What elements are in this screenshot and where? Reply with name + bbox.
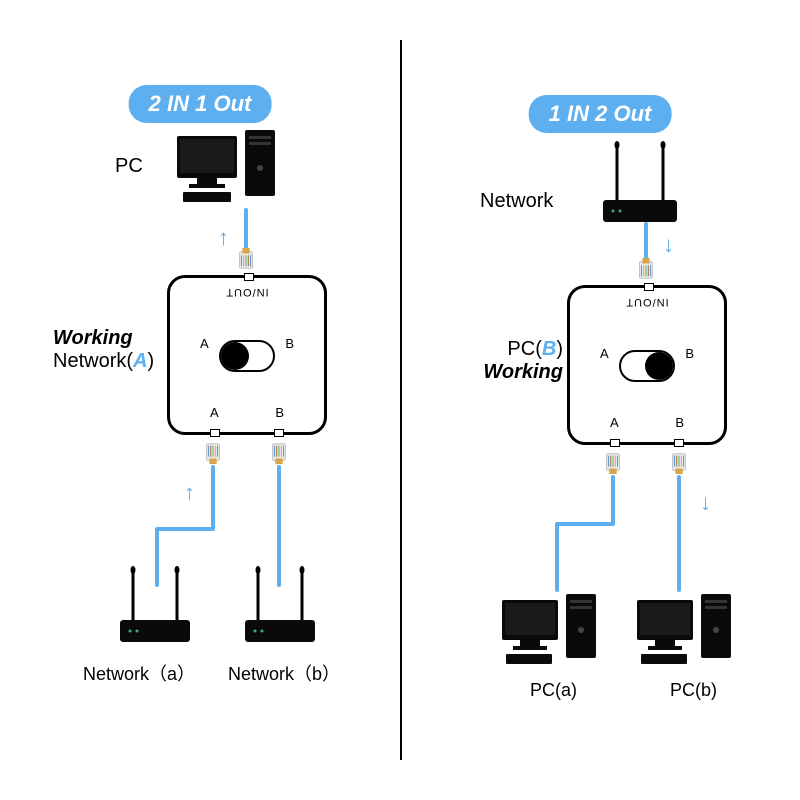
switch-toggle[interactable]: [619, 350, 675, 382]
port-bot-b: [274, 429, 284, 437]
switch-box-left: IN/OUT A B A B: [167, 275, 327, 435]
cable-bot-a-horiz: [156, 527, 215, 531]
switch-knob: [645, 352, 673, 380]
cable-bot-a-vert: [611, 475, 615, 525]
rj45-connector-icon: [205, 442, 221, 464]
router-icon: [115, 565, 195, 650]
working-word: Working: [53, 327, 133, 349]
switch-b-top: B: [685, 346, 694, 361]
right-pc-b-label: PC(b): [670, 680, 717, 701]
right-top-device-label: Network: [480, 190, 553, 213]
working-word: Working: [483, 361, 563, 383]
switch-b-bot: B: [275, 405, 284, 420]
computer-icon: [175, 128, 285, 208]
rj45-connector-icon: [638, 258, 654, 280]
right-title-badge: 1 IN 2 Out: [529, 95, 672, 133]
switch-knob: [221, 342, 249, 370]
network-word: Network(: [53, 350, 133, 372]
computer-icon: [635, 592, 745, 672]
left-top-device-label: PC: [115, 155, 143, 178]
switch-a-bot: A: [610, 415, 619, 430]
switch-box-right: IN/OUT A B A B: [567, 285, 727, 445]
pc-em: B: [542, 338, 556, 360]
router-icon: [240, 565, 320, 650]
switch-toggle[interactable]: [219, 340, 275, 372]
port-bot-b: [674, 439, 684, 447]
right-working-label: PC(B) Working: [468, 338, 563, 384]
cable-bot-a-vert2: [555, 522, 559, 592]
right-panel: 1 IN 2 Out Network ↓ PC(B) Working: [400, 0, 800, 800]
router-icon: [595, 140, 685, 230]
port-bot-a: [210, 429, 220, 437]
computer-icon: [500, 592, 610, 672]
cable-bot-a-horiz: [556, 522, 615, 526]
arrow-up-icon: ↑: [184, 480, 195, 506]
cable-bot-b: [677, 475, 681, 592]
rj45-connector-icon: [605, 452, 621, 474]
cable-bot-a-vert: [211, 465, 215, 530]
arrow-down-icon: ↓: [700, 490, 711, 516]
switch-a-top: A: [200, 336, 209, 351]
port-top: [244, 273, 254, 281]
arrow-up-icon: ↑: [218, 225, 229, 251]
network-em: A: [133, 350, 147, 372]
arrow-down-icon: ↓: [663, 232, 674, 258]
port-bot-a: [610, 439, 620, 447]
rj45-connector-icon: [271, 442, 287, 464]
switch-inout-label: IN/OUT: [225, 286, 268, 298]
network-close: ): [147, 350, 154, 372]
right-pc-a-label: PC(a): [530, 680, 577, 701]
switch-a-top: A: [600, 346, 609, 361]
switch-b-bot: B: [675, 415, 684, 430]
port-top: [644, 283, 654, 291]
left-working-label: Working Network(A): [53, 327, 154, 373]
switch-b-top: B: [285, 336, 294, 351]
left-panel: 2 IN 1 Out PC ↑: [0, 0, 400, 800]
switch-inout-label: IN/OUT: [625, 296, 668, 308]
left-title-badge: 2 IN 1 Out: [129, 85, 272, 123]
rj45-connector-icon: [671, 452, 687, 474]
switch-a-bot: A: [210, 405, 219, 420]
pc-close: ): [556, 338, 563, 360]
pc-word: PC(: [507, 338, 541, 360]
left-network-a-label: Network（a）: [83, 660, 195, 686]
rj45-connector-icon: [238, 248, 254, 270]
left-network-b-label: Network（b）: [228, 660, 340, 686]
